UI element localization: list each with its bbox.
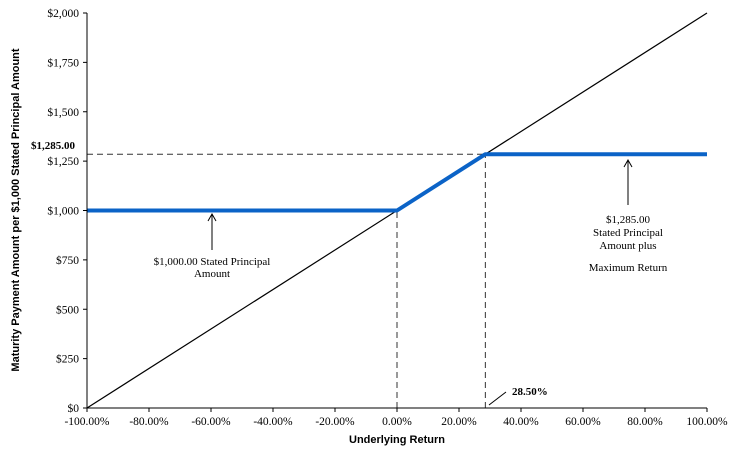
right-note-line-1: $1,285.00: [606, 214, 651, 226]
x-tick-label: 20.00%: [441, 416, 477, 428]
cap-value-label: $1,285.00: [31, 140, 76, 152]
y-tick-label: $2,000: [47, 7, 79, 20]
y-tick-label: $500: [56, 303, 79, 316]
cap-return-label: 28.50%: [512, 386, 548, 398]
payment-payoff-line: [87, 152, 707, 213]
y-tick-label: $0: [68, 402, 80, 415]
left-note-line-2: Amount: [194, 268, 230, 280]
left-note-line-1: $1,000.00 Stated Principal: [154, 256, 271, 268]
reference-lines: [87, 153, 486, 408]
x-axis-ticks: -100.00% -80.00% -60.00% -40.00% -20.00% 0.00…: [64, 408, 728, 428]
y-tick-label: $1,500: [47, 106, 79, 119]
series-lines: [86, 12, 708, 409]
cap-return-pointer: [488, 391, 507, 406]
y-tick-label: $250: [56, 353, 79, 366]
right-note-line-3: Amount plus: [599, 240, 656, 252]
y-axis-title: Maturity Payment Amount per $1,000 State…: [10, 48, 22, 371]
y-tick-label: $1,000: [47, 205, 79, 218]
x-tick-label: -100.00%: [64, 416, 109, 428]
right-annotation: $1,285.00 Stated Principal Amount plus M…: [589, 158, 668, 274]
x-tick-label: 100.00%: [686, 416, 728, 428]
right-note-line-4: Maximum Return: [589, 262, 668, 274]
y-tick-label: $1,750: [47, 56, 79, 69]
x-tick-label: 80.00%: [627, 416, 663, 428]
right-note-line-2: Stated Principal: [593, 227, 663, 239]
x-axis-title: Underlying Return: [349, 434, 445, 446]
x-tick-label: 0.00%: [382, 416, 412, 428]
x-tick-label: -80.00%: [129, 416, 169, 428]
x-tick-label: -40.00%: [253, 416, 293, 428]
x-tick-label: -60.00%: [191, 416, 231, 428]
x-tick-label: -20.00%: [315, 416, 355, 428]
y-tick-label: $1,250: [47, 155, 79, 168]
left-annotation: $1,000.00 Stated Principal Amount: [154, 212, 271, 280]
y-axis-ticks: $0 $250 $500 $750 $1,000 $1,250 $1,500 $1,750 $2…: [47, 7, 87, 415]
y-tick-label: $750: [56, 254, 79, 267]
x-tick-label: 40.00%: [503, 416, 539, 428]
x-tick-label: 60.00%: [565, 416, 601, 428]
axes: [86, 13, 707, 409]
